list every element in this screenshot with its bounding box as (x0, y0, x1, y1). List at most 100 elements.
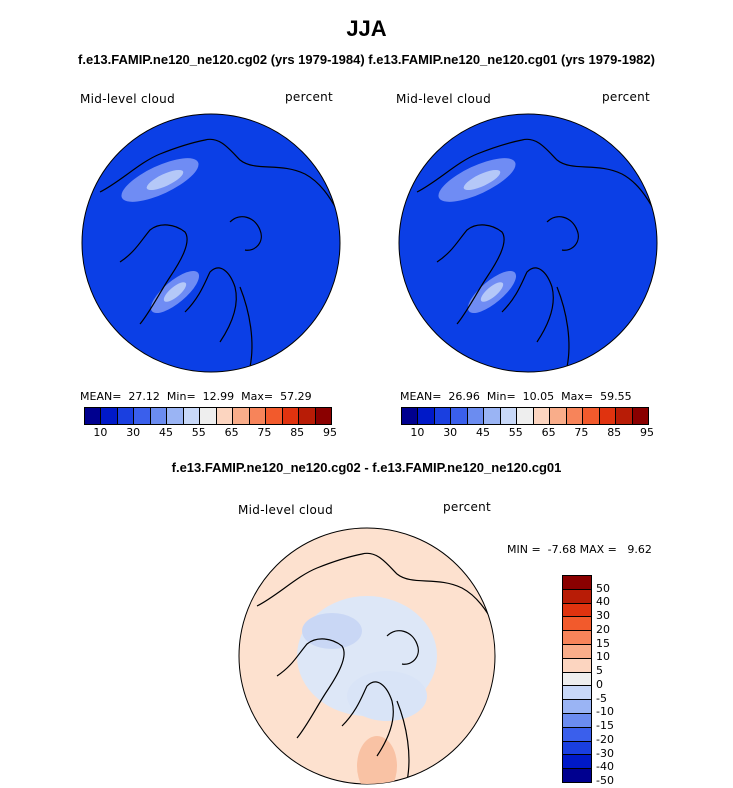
colorbar-swatch (563, 754, 591, 769)
colorbar-swatch (100, 408, 117, 424)
colorbar-tick-label: 50 (596, 581, 610, 595)
colorbar-tick-label: 85 (607, 426, 622, 439)
colorbar-swatch (565, 408, 583, 424)
colorbar-swatch (549, 408, 566, 424)
colorbar-tick-label: 75 (257, 426, 272, 439)
colorbar-swatch (248, 408, 266, 424)
colorbar-swatch (433, 408, 451, 424)
panel2-stats: MEAN= 26.96 Min= 10.05 Max= 59.55 (400, 390, 632, 403)
colorbar-swatch (133, 408, 150, 424)
panel2-units-label: percent (602, 90, 651, 104)
colorbar-swatch (265, 408, 282, 424)
colorbar-tick-label: 95 (640, 426, 654, 439)
colorbar-swatch (563, 740, 591, 755)
colorbar-tick-label: 45 (476, 426, 490, 439)
colorbar-tick-label: 65 (224, 426, 239, 439)
colorbar-swatch (563, 657, 591, 672)
colorbar-tick-label: 20 (596, 622, 610, 636)
colorbar-swatch (563, 643, 591, 658)
colorbar-swatch (499, 408, 517, 424)
colorbar-swatch (166, 408, 183, 424)
colorbar-swatch (563, 671, 591, 686)
colorbar-swatch (563, 712, 591, 727)
colorbar-swatch (215, 408, 233, 424)
panel1-variable-label: Mid-level cloud (80, 92, 175, 106)
colorbar-swatch (563, 699, 591, 713)
colorbar-swatch (563, 602, 591, 617)
colorbar-swatch (281, 408, 299, 424)
diff-stats: MIN = -7.68 MAX = 9.62 (507, 543, 652, 556)
comparison-title: f.e13.FAMIP.ne120_ne120.cg02 (yrs 1979-1… (78, 52, 655, 67)
colorbar-tick-label: -10 (596, 705, 614, 719)
panel1-stats: MEAN= 27.12 Min= 12.99 Max= 57.29 (80, 390, 312, 403)
colorbar-tick-label: 55 (191, 426, 206, 439)
panel1-colorbar (84, 407, 332, 425)
colorbar-swatch (314, 408, 332, 424)
panel1-units-label: percent (285, 90, 334, 104)
colorbar-tick-label: 85 (290, 426, 305, 439)
colorbar-swatch (232, 408, 249, 424)
colorbar-tick-label: -40 (596, 760, 614, 774)
panel1-colorbar-ticks: 10 30 45 55 65 75 85 95 (84, 426, 337, 440)
colorbar-tick-label: -20 (596, 732, 614, 746)
panel2-coastlines (416, 138, 656, 368)
colorbar-swatch (563, 630, 591, 644)
colorbar-swatch (563, 726, 591, 741)
colorbar-swatch (615, 408, 632, 424)
colorbar-tick-label: 45 (159, 426, 173, 439)
panel1-coastlines (99, 138, 339, 368)
diff-map-fill (297, 596, 437, 784)
difference-title: f.e13.FAMIP.ne120_ne120.cg02 - f.e13.FAM… (171, 460, 562, 475)
colorbar-tick-label: 10 (93, 426, 108, 439)
diff-colorbar-ticks: 50 40 30 20 15 10 5 0 -5 -10 -15 -20 -30 -40 -50 (596, 575, 636, 787)
colorbar-tick-label: 55 (508, 426, 523, 439)
colorbar-tick-label: 95 (323, 426, 337, 439)
colorbar-swatch (417, 408, 434, 424)
colorbar-tick-label: 75 (574, 426, 589, 439)
diff-variable-label: Mid-level cloud (238, 503, 333, 517)
colorbar-tick-label: 0 (596, 677, 603, 691)
colorbar-tick-label: 30 (126, 426, 141, 439)
colorbar-swatch (563, 616, 591, 631)
colorbar-tick-label: 15 (596, 636, 610, 650)
colorbar-swatch (182, 408, 200, 424)
colorbar-tick-label: 10 (410, 426, 425, 439)
colorbar-tick-label: -15 (596, 719, 614, 733)
colorbar-swatch (466, 408, 484, 424)
colorbar-swatch (199, 408, 216, 424)
panel2-map-disk (398, 113, 658, 373)
colorbar-tick-label: -30 (596, 746, 614, 760)
colorbar-swatch (582, 408, 599, 424)
colorbar-swatch (450, 408, 467, 424)
colorbar-tick-label: -50 (596, 774, 614, 787)
figure-title: JJA (346, 16, 387, 41)
colorbar-swatch (116, 408, 134, 424)
colorbar-tick-label: 65 (541, 426, 556, 439)
colorbar-swatch (631, 408, 649, 424)
colorbar-tick-label: 10 (596, 650, 610, 664)
colorbar-swatch (563, 576, 591, 589)
colorbar-tick-label: 30 (443, 426, 458, 439)
panel2-colorbar-ticks: 10 30 45 55 65 75 85 95 (401, 426, 654, 440)
panel2-polar-map (398, 113, 658, 373)
panel2-colorbar (401, 407, 649, 425)
colorbar-tick-label: 5 (596, 664, 603, 678)
colorbar-swatch (532, 408, 550, 424)
colorbar-tick-label: 40 (596, 595, 610, 609)
panel1-map-disk (81, 113, 341, 373)
colorbar-swatch (298, 408, 315, 424)
colorbar-swatch (149, 408, 167, 424)
colorbar-tick-label: 30 (596, 609, 610, 623)
colorbar-swatch (563, 768, 591, 782)
colorbar-swatch (516, 408, 533, 424)
diff-units-label: percent (443, 500, 492, 514)
panel2-variable-label: Mid-level cloud (396, 92, 491, 106)
colorbar-swatch (402, 408, 418, 424)
colorbar-swatch (85, 408, 101, 424)
diff-coastlines (256, 552, 495, 782)
diff-colorbar (562, 575, 592, 783)
colorbar-swatch (598, 408, 616, 424)
colorbar-swatch (563, 588, 591, 603)
colorbar-tick-label: -5 (596, 691, 607, 705)
colorbar-swatch (563, 685, 591, 700)
